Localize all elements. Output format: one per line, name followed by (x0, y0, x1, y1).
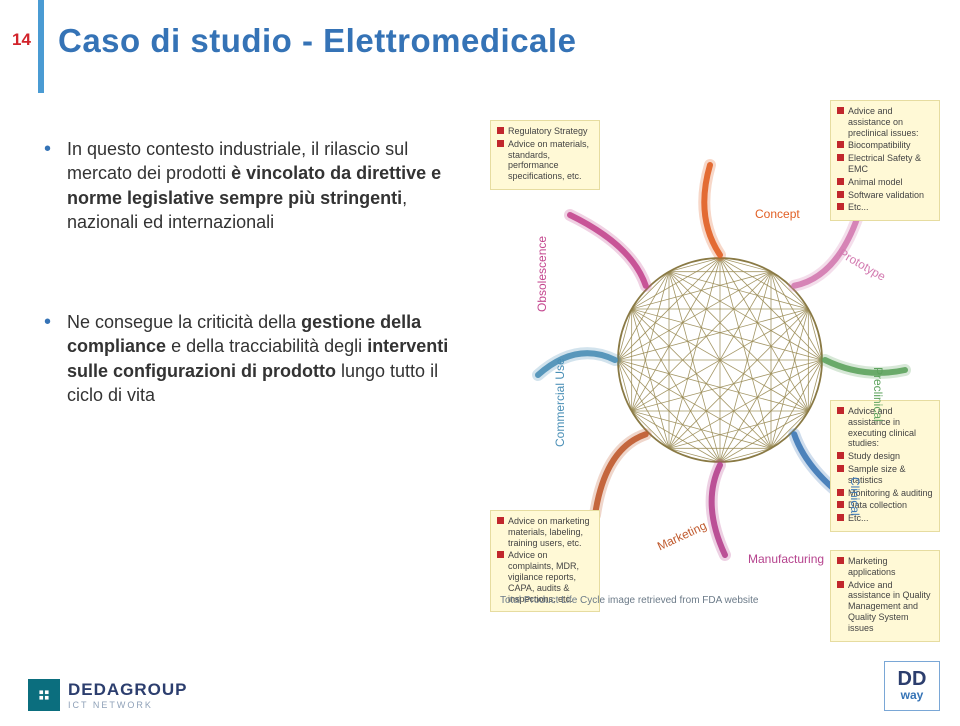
phase-label: Preclinical (871, 367, 885, 422)
phase-label: Manufacturing (748, 552, 824, 566)
info-box: Regulatory StrategyAdvice on materials, … (490, 120, 600, 190)
diagram-caption: Total Product Life Cycle image retrieved… (500, 595, 758, 606)
page-title: Caso di studio - Elettromedicale (58, 22, 576, 60)
info-box: Marketing applicationsAdvice and assista… (830, 550, 940, 642)
dedagroup-label: DEDAGROUP (68, 680, 188, 700)
bullet-item: •In questo contesto industriale, il rila… (44, 137, 474, 234)
title-rule (38, 0, 44, 93)
ddway-bot: way (898, 688, 927, 702)
ddway-top: DD (898, 670, 927, 688)
bullet-list: •In questo contesto industriale, il rila… (44, 137, 474, 483)
phase-label: Commercial Use (553, 358, 567, 447)
phase-label: Obsolescence (535, 236, 549, 312)
footer-left-logo: DEDAGROUP ICT NETWORK (28, 679, 188, 711)
bullet-text: Ne consegue la criticità della gestione … (67, 310, 474, 407)
bullet-text: In questo contesto industriale, il rilas… (67, 137, 474, 234)
dedagroup-icon (28, 679, 60, 711)
page-number: 14 (12, 30, 31, 50)
bullet-item: •Ne consegue la criticità della gestione… (44, 310, 474, 407)
bullet-dot: • (44, 310, 51, 407)
phase-label: Clinical (848, 477, 862, 516)
ddway-logo: DD way (884, 661, 940, 711)
info-box: Advice and assistance in executing clini… (830, 400, 940, 532)
lifecycle-diagram: Regulatory StrategyAdvice on materials, … (500, 100, 940, 600)
bullet-dot: • (44, 137, 51, 234)
phase-label: Concept (755, 207, 800, 221)
dedagroup-sub: ICT NETWORK (68, 700, 188, 710)
info-box: Advice and assistance on preclinical iss… (830, 100, 940, 221)
